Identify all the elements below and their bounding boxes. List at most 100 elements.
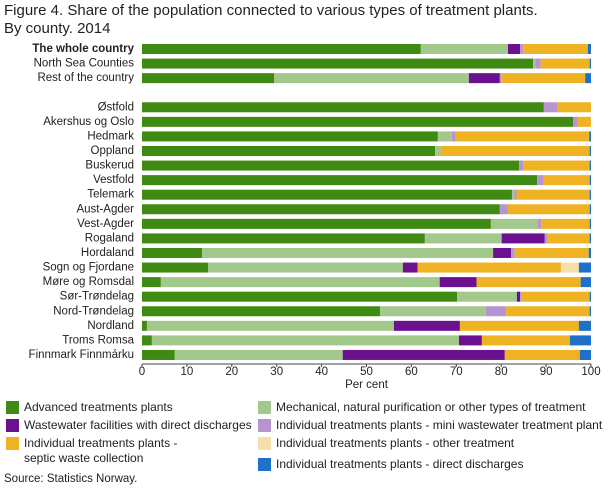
y-tick-label: Rest of the country bbox=[37, 72, 134, 84]
bar-segment bbox=[589, 175, 591, 186]
legend-label: Individual treatments plants - septic wa… bbox=[24, 436, 178, 465]
bar-segment bbox=[451, 131, 455, 142]
legend-label: Wastewater facilities with direct discha… bbox=[24, 418, 252, 432]
bar-segment bbox=[588, 247, 591, 258]
x-tick-label: 90 bbox=[540, 366, 553, 378]
bar-segment bbox=[435, 145, 441, 156]
bar-segment bbox=[540, 58, 590, 69]
bar-segment bbox=[393, 320, 460, 331]
bar-segment bbox=[485, 306, 507, 317]
legend-label: Mechanical, natural purification or othe… bbox=[276, 400, 586, 414]
bar-segment bbox=[202, 247, 494, 258]
bar-segment bbox=[493, 247, 512, 258]
bar-segment bbox=[543, 102, 558, 113]
bar-segment bbox=[458, 335, 482, 346]
x-tick-label: 40 bbox=[315, 366, 328, 378]
bar-segment bbox=[538, 218, 542, 229]
bar-segment bbox=[468, 73, 500, 84]
x-tick-label: 10 bbox=[181, 366, 194, 378]
bar-segment bbox=[379, 306, 486, 317]
bar-segment bbox=[160, 277, 440, 288]
y-tick-label: Rogaland bbox=[85, 232, 134, 244]
bar-segment bbox=[142, 349, 175, 360]
bar-segment bbox=[440, 145, 590, 156]
legend-swatch bbox=[258, 458, 271, 471]
bar-segment bbox=[511, 247, 515, 258]
bar-segment bbox=[521, 291, 590, 302]
legend-label: Individual treatments plants - mini wast… bbox=[276, 418, 603, 432]
bar-segment bbox=[342, 349, 505, 360]
bar-segment bbox=[569, 335, 591, 346]
x-axis-label: Per cent bbox=[345, 379, 389, 391]
bar-segment bbox=[142, 247, 203, 258]
bar-segment bbox=[507, 44, 521, 54]
bar-segment bbox=[520, 44, 524, 54]
bar-segment bbox=[587, 44, 591, 54]
bar-segment bbox=[142, 116, 574, 127]
bar-segment bbox=[585, 73, 591, 84]
y-tick-label: Møre og Romsdal bbox=[43, 276, 134, 288]
bar-segment bbox=[589, 131, 591, 142]
bar-segment bbox=[546, 233, 590, 244]
bar-segment bbox=[579, 349, 591, 360]
y-tick-label: Telemark bbox=[87, 189, 134, 201]
bar-segment bbox=[533, 58, 536, 69]
bar-segment bbox=[578, 320, 591, 331]
chart-title: Figure 4. Share of the population connec… bbox=[4, 2, 538, 37]
bar-segment bbox=[208, 262, 403, 273]
source: Source: Statistics Norway. bbox=[4, 473, 138, 485]
x-tick-label: 20 bbox=[225, 366, 238, 378]
bar-segment bbox=[516, 291, 521, 302]
y-tick-label: Nord-Trøndelag bbox=[53, 305, 134, 317]
bar-segment bbox=[516, 189, 590, 200]
y-tick-label: Finnmark Finnmárku bbox=[29, 349, 134, 361]
bar-segment bbox=[142, 58, 534, 69]
bar-segment bbox=[557, 102, 591, 113]
y-tick-label: Hedmark bbox=[87, 130, 134, 142]
bar-segment bbox=[420, 44, 508, 54]
x-tick-label: 30 bbox=[270, 366, 283, 378]
bar-segment bbox=[146, 320, 394, 331]
bar-segment bbox=[142, 218, 491, 229]
bar-segment bbox=[142, 44, 421, 54]
bar-segment bbox=[589, 218, 591, 229]
bar-segment bbox=[589, 233, 591, 244]
y-tick-label: Vest-Agder bbox=[77, 218, 134, 230]
bar-segment bbox=[514, 247, 589, 258]
bar-segment bbox=[589, 160, 591, 171]
bar-segment bbox=[577, 116, 591, 127]
bar-segment bbox=[523, 160, 590, 171]
x-tick-label: 60 bbox=[405, 366, 418, 378]
legend-label: Individual treatments plants - direct di… bbox=[276, 457, 524, 471]
bar-segment bbox=[560, 262, 579, 273]
bar-segment bbox=[543, 175, 590, 186]
bar-segment bbox=[476, 277, 581, 288]
bar-segment bbox=[523, 44, 588, 54]
legend-swatch bbox=[258, 419, 271, 432]
y-tick-label: Nordland bbox=[87, 320, 134, 332]
bar-segment bbox=[501, 233, 545, 244]
bar-segment bbox=[544, 233, 547, 244]
bar-segment bbox=[506, 306, 590, 317]
y-tick-label: Sogn og Fjordane bbox=[43, 262, 134, 274]
bar-segment bbox=[454, 131, 590, 142]
bar-segment bbox=[490, 218, 539, 229]
bar-segment bbox=[519, 160, 524, 171]
x-tick-label: 80 bbox=[495, 366, 508, 378]
legend-swatch bbox=[258, 437, 271, 450]
legend-label: Advanced treatments plants bbox=[24, 400, 173, 414]
bar-segment bbox=[507, 204, 590, 215]
bar-segment bbox=[142, 73, 275, 84]
y-tick-label: The whole country bbox=[32, 43, 134, 55]
y-tick-label: Sør-Trøndelag bbox=[60, 291, 134, 303]
bar-segment bbox=[142, 204, 500, 215]
x-tick-label: 50 bbox=[360, 366, 373, 378]
bar-segment bbox=[520, 291, 522, 302]
y-tick-label: Hordaland bbox=[81, 247, 134, 259]
y-tick-label: Vestfold bbox=[93, 174, 134, 186]
bar-segment bbox=[589, 306, 591, 317]
bar-segment bbox=[174, 349, 343, 360]
y-tick-label: Oppland bbox=[91, 145, 134, 157]
